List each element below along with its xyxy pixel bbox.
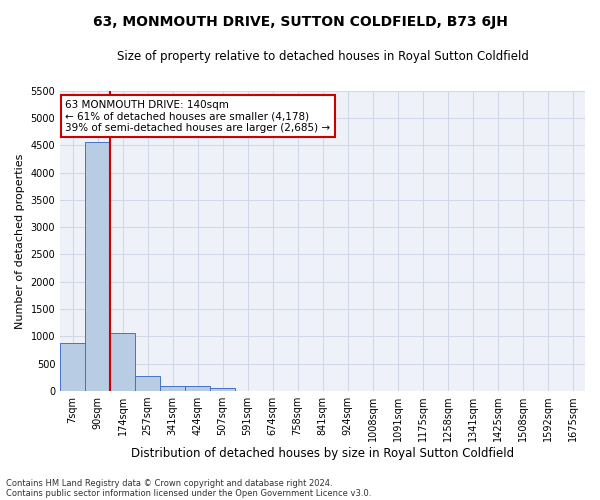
Text: 63 MONMOUTH DRIVE: 140sqm
← 61% of detached houses are smaller (4,178)
39% of se: 63 MONMOUTH DRIVE: 140sqm ← 61% of detac…: [65, 100, 331, 133]
Bar: [60, 343, 85, 391]
Bar: [85, 142, 110, 391]
Bar: [110, 333, 135, 391]
Text: 63, MONMOUTH DRIVE, SUTTON COLDFIELD, B73 6JH: 63, MONMOUTH DRIVE, SUTTON COLDFIELD, B7…: [92, 15, 508, 29]
Title: Size of property relative to detached houses in Royal Sutton Coldfield: Size of property relative to detached ho…: [116, 50, 529, 63]
Text: Contains public sector information licensed under the Open Government Licence v3: Contains public sector information licen…: [6, 488, 371, 498]
Bar: [135, 376, 160, 391]
Text: Contains HM Land Registry data © Crown copyright and database right 2024.: Contains HM Land Registry data © Crown c…: [6, 478, 332, 488]
Y-axis label: Number of detached properties: Number of detached properties: [15, 153, 25, 328]
Bar: [210, 388, 235, 391]
X-axis label: Distribution of detached houses by size in Royal Sutton Coldfield: Distribution of detached houses by size …: [131, 447, 514, 460]
Bar: [185, 386, 210, 391]
Bar: [160, 386, 185, 391]
